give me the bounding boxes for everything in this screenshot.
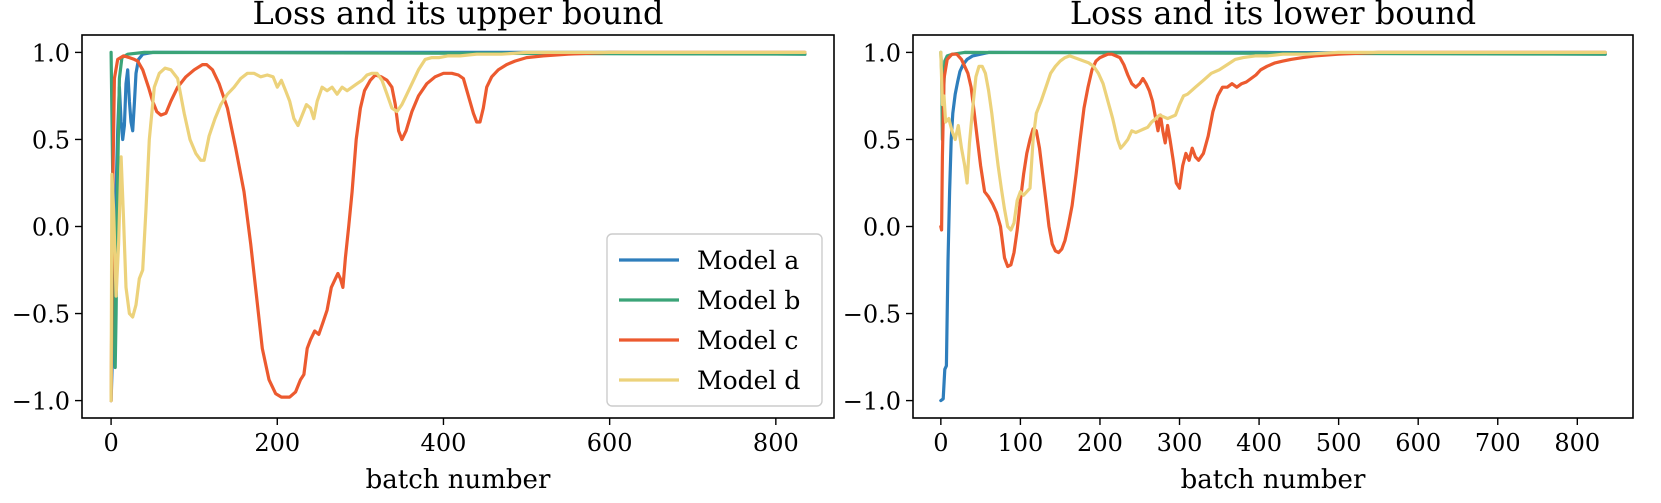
y-tick-label: −1.0 xyxy=(12,388,70,416)
series-line-model-b xyxy=(109,50,807,370)
x-tick-label: 300 xyxy=(1157,429,1203,457)
x-tick-label: 100 xyxy=(997,429,1043,457)
x-tick-label: 800 xyxy=(753,429,799,457)
chart-title: Loss and its upper bound xyxy=(253,0,664,32)
legend-label: Model d xyxy=(697,366,800,395)
x-tick-label: 0 xyxy=(103,429,118,457)
y-tick-label: 1.0 xyxy=(32,39,70,67)
y-tick-label: 0.0 xyxy=(863,214,901,242)
legend-box xyxy=(606,233,823,407)
y-tick-label: 0.5 xyxy=(863,126,901,154)
y-tick-label: −0.5 xyxy=(12,301,70,329)
x-tick-label: 800 xyxy=(1554,429,1600,457)
y-tick-label: −0.5 xyxy=(843,301,901,329)
y-tick-label: 0.0 xyxy=(32,214,70,242)
x-tick-label: 600 xyxy=(587,429,633,457)
panel-upper-bound: Loss and its upper bound 0 200 400 600 800 −1.… xyxy=(12,0,835,495)
x-tick-label: 0 xyxy=(933,429,948,457)
x-tick-label: 200 xyxy=(1077,429,1123,457)
y-tick-label: 1.0 xyxy=(863,39,901,67)
legend-label: Model a xyxy=(697,246,799,275)
panel-lower-bound: Loss and its lower bound 0 100 200 300 400 500… xyxy=(843,0,1634,495)
x-tick-label: 700 xyxy=(1475,429,1521,457)
series-line-model-c xyxy=(109,50,807,403)
y-tick-label: −1.0 xyxy=(843,388,901,416)
series-line-model-d xyxy=(109,50,807,403)
series-line-model-c xyxy=(939,50,1607,269)
chart-title: Loss and its lower bound xyxy=(1070,0,1476,32)
series-group xyxy=(109,50,807,403)
x-tick-label: 600 xyxy=(1395,429,1441,457)
x-axis-label: batch number xyxy=(1181,465,1366,495)
series-group xyxy=(939,50,1607,403)
axes-frame xyxy=(912,34,1634,419)
x-tick-label: 500 xyxy=(1316,429,1362,457)
x-axis-label: batch number xyxy=(366,465,551,495)
legend-label: Model c xyxy=(697,326,798,355)
legend: Model a Model b Model c Model d xyxy=(606,233,823,407)
series-line-model-d xyxy=(939,50,1607,232)
x-tick-label: 200 xyxy=(254,429,300,457)
legend-label: Model b xyxy=(697,286,800,315)
x-tick-label: 400 xyxy=(421,429,467,457)
x-tick-label: 400 xyxy=(1236,429,1282,457)
y-tick-label: 0.5 xyxy=(32,126,70,154)
